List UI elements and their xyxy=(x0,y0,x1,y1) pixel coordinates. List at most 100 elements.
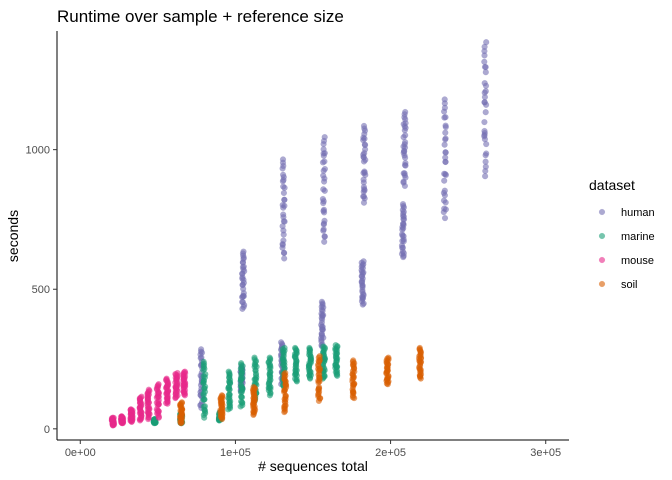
y-tick-label: 0 xyxy=(44,424,50,436)
point-human xyxy=(441,141,448,148)
point-human xyxy=(281,184,288,191)
point-human xyxy=(279,156,287,163)
x-tick-label: 1e+05 xyxy=(220,447,251,459)
point-marine xyxy=(281,344,288,352)
point-human xyxy=(481,127,488,135)
point-human xyxy=(481,58,488,65)
point-human xyxy=(440,197,448,204)
legend-label-marine: marine xyxy=(621,231,655,243)
y-axis-title: seconds xyxy=(5,210,21,262)
x-axis-ticks: 0e+00 1e+05 2e+05 3e+05 xyxy=(65,440,561,459)
point-soil xyxy=(178,399,186,406)
point-human xyxy=(321,134,328,141)
point-human xyxy=(360,151,367,158)
point-marine xyxy=(225,368,232,375)
point-human xyxy=(442,129,449,136)
legend-key-mouse xyxy=(598,256,606,264)
series-human xyxy=(197,39,490,412)
legend-label-soil: soil xyxy=(621,279,638,291)
point-human xyxy=(441,96,448,103)
point-human xyxy=(361,168,368,175)
point-human xyxy=(483,39,490,46)
point-human xyxy=(441,187,448,194)
legend: dataset human marine mouse soil xyxy=(589,177,655,291)
chart-title: Runtime over sample + reference size xyxy=(57,7,344,26)
point-marine xyxy=(201,403,209,410)
point-human xyxy=(320,207,327,215)
point-human xyxy=(482,109,489,116)
point-human xyxy=(360,258,367,265)
point-human xyxy=(482,158,489,165)
point-human xyxy=(240,248,247,255)
point-marine xyxy=(292,344,299,352)
point-soil xyxy=(385,354,392,361)
point-human xyxy=(320,186,327,193)
point-human xyxy=(279,201,286,209)
point-human xyxy=(481,118,488,126)
legend-label-human: human xyxy=(621,207,655,219)
point-human xyxy=(239,281,246,289)
point-human xyxy=(402,108,409,116)
legend-key-soil xyxy=(598,280,606,288)
point-human xyxy=(441,170,448,177)
point-mouse xyxy=(145,386,152,393)
point-human xyxy=(321,238,328,245)
point-soil xyxy=(416,344,423,352)
point-human xyxy=(482,173,489,180)
point-human xyxy=(482,152,489,159)
point-human xyxy=(320,167,327,174)
point-soil xyxy=(350,357,357,364)
point-human xyxy=(481,79,488,87)
point-marine xyxy=(201,385,208,392)
point-human xyxy=(400,134,407,141)
point-human xyxy=(239,299,247,306)
y-axis-ticks: 0 500 1000 xyxy=(26,145,57,436)
point-marine xyxy=(238,360,245,367)
point-human xyxy=(280,214,287,221)
point-marine xyxy=(266,354,273,361)
point-human xyxy=(321,158,328,165)
point-human xyxy=(481,99,488,106)
point-human xyxy=(442,123,449,131)
point-human xyxy=(280,189,288,197)
point-human xyxy=(442,136,449,143)
point-human xyxy=(482,88,489,95)
x-tick-label: 0e+00 xyxy=(65,447,96,459)
point-human xyxy=(401,170,408,177)
point-human xyxy=(321,217,328,224)
x-axis-title: # sequences total xyxy=(258,458,368,474)
point-marine xyxy=(320,343,327,350)
point-human xyxy=(441,215,449,222)
point-marine xyxy=(200,358,207,365)
data-points xyxy=(108,39,490,429)
point-human xyxy=(278,339,285,346)
point-soil xyxy=(250,383,257,391)
point-mouse xyxy=(163,375,170,382)
legend-title: dataset xyxy=(589,177,635,193)
point-mouse xyxy=(127,406,135,413)
point-human xyxy=(441,205,448,212)
point-human xyxy=(482,63,489,71)
legend-key-human xyxy=(598,208,606,216)
point-human xyxy=(318,298,326,305)
point-marine xyxy=(306,344,313,352)
legend-key-marine xyxy=(598,232,606,240)
point-human xyxy=(441,114,448,121)
x-tick-label: 3e+05 xyxy=(530,447,561,459)
point-human xyxy=(198,346,205,353)
point-human xyxy=(321,233,328,240)
point-human xyxy=(280,171,287,178)
series-soil xyxy=(177,344,425,427)
point-human xyxy=(360,176,367,183)
point-soil xyxy=(316,353,323,360)
series-mouse xyxy=(108,368,189,429)
point-marine xyxy=(251,354,258,361)
point-mouse xyxy=(155,381,162,388)
point-human xyxy=(320,146,327,153)
point-mouse xyxy=(174,369,181,377)
point-human xyxy=(441,177,448,184)
y-tick-label: 1000 xyxy=(26,145,50,157)
point-human xyxy=(280,237,287,244)
point-mouse xyxy=(109,414,116,421)
